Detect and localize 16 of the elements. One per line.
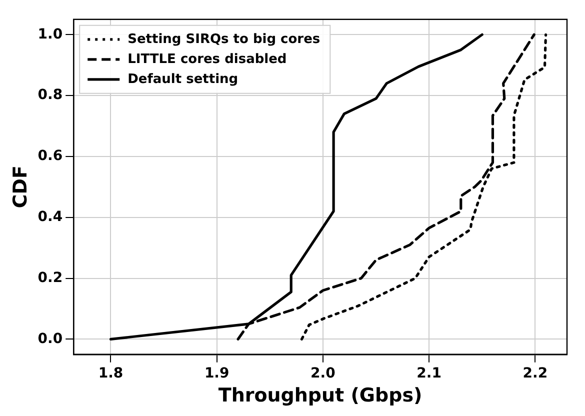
y-axis-title: CDF	[9, 166, 32, 208]
y-tick-label: 0.2	[38, 270, 63, 286]
y-tick-label: 0.8	[38, 87, 63, 104]
x-tick-label: 2.0	[310, 365, 336, 382]
x-tick-label: 2.2	[522, 365, 548, 382]
x-tick-label: 1.8	[98, 365, 124, 382]
x-tick-label: 1.9	[204, 365, 230, 382]
x-tick-label: 2.1	[416, 365, 442, 382]
legend-label: Default setting	[128, 72, 238, 87]
x-axis-title: Throughput (Gbps)	[218, 384, 422, 407]
y-tick-label: 0.4	[38, 208, 63, 225]
legend-label: Setting SIRQs to big cores	[128, 32, 320, 47]
legend-label: LITTLE cores disabled	[128, 52, 287, 67]
y-tick-label: 0.0	[38, 330, 63, 347]
y-tick-label: 1.0	[38, 26, 63, 42]
y-tick-label: 0.6	[38, 148, 63, 164]
